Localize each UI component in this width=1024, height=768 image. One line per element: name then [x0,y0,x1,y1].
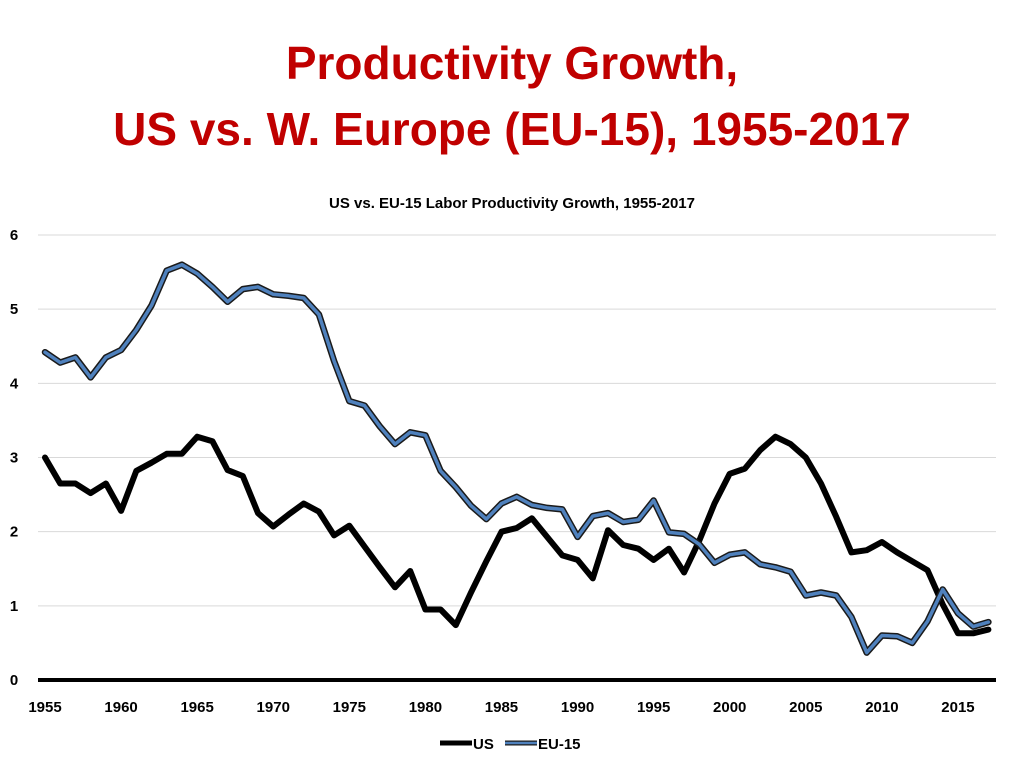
x-tick-label: 2000 [713,699,746,716]
legend-label-us: US [473,736,494,753]
gridlines [38,234,996,607]
chart-title: US vs. EU-15 Labor Productivity Growth, … [329,195,695,212]
y-tick-label: 2 [10,524,18,541]
slide-title-line-1: Productivity Growth, [285,37,739,89]
x-tick-label: 2015 [941,699,974,716]
x-tick-label: 1960 [104,699,137,716]
x-tick-label: 1990 [561,699,594,716]
series-line-us [42,433,992,637]
legend-label-eu15: EU-15 [538,736,581,753]
y-tick-label: 0 [10,672,18,689]
y-tick-label: 4 [10,375,19,392]
x-tick-label: 1995 [637,699,670,716]
slide-title: Productivity Growth, US vs. W. Europe (E… [0,30,1024,162]
x-tick-label: 1955 [28,699,61,716]
y-tick-label: 5 [10,301,18,318]
x-tick-label: 1975 [333,699,366,716]
x-tick-label: 1970 [257,699,290,716]
series-line-eu15 [43,262,991,655]
y-tick-label: 3 [10,450,18,467]
y-tick-label: 1 [10,598,18,615]
legend: US EU-15 [440,736,581,753]
x-tick-label: 1985 [485,699,518,716]
axes: 0 1 2 3 4 5 6 1955 1960 1965 1970 1975 1980 1985 1990 1… [10,227,996,716]
x-tick-label: 2010 [865,699,898,716]
x-tick-label: 1980 [409,699,442,716]
y-tick-label: 6 [10,227,18,244]
slide-title-line-2: US vs. W. Europe (EU-15), 1955-2017 [113,103,911,155]
series-line-eu15-outline [41,261,992,656]
x-tick-label: 2005 [789,699,822,716]
series-lines [41,261,992,656]
x-tick-label: 1965 [180,699,213,716]
